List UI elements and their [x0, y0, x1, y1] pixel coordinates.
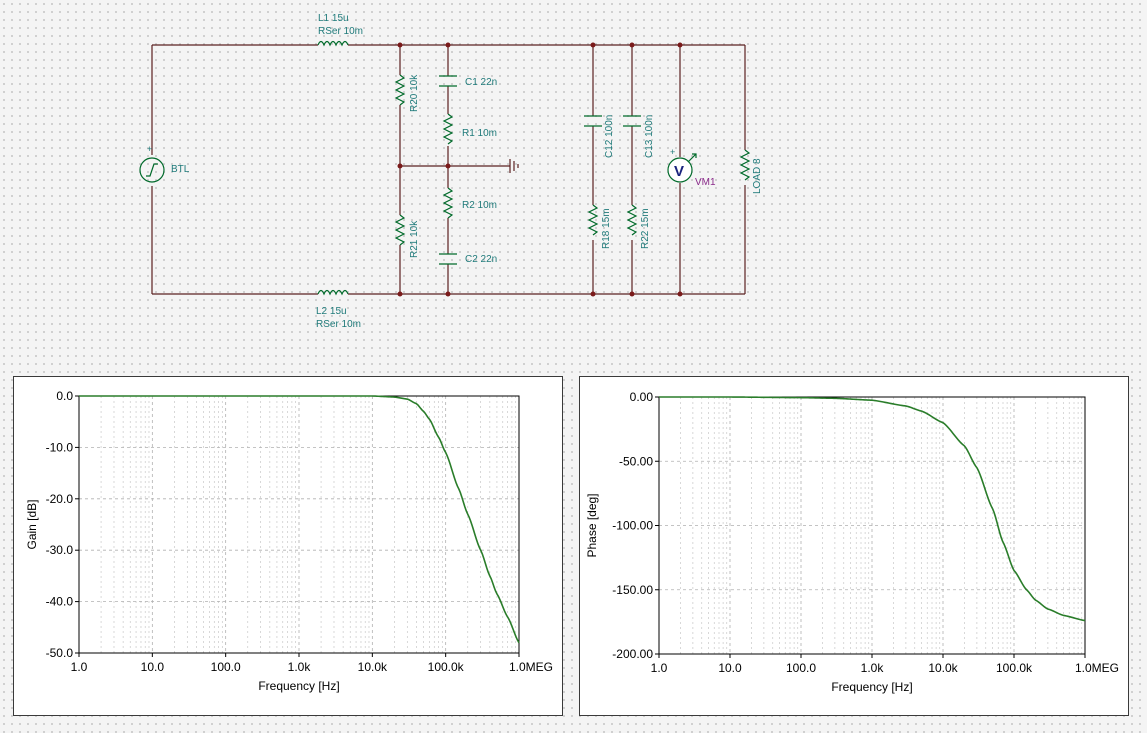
y-tick-label: -100.00: [612, 519, 653, 533]
wires: [151, 44, 746, 295]
gain-plot-panel[interactable]: 0.0 -10.0 -20.0 -30.0 -40.0 -50.0 1.0 10.0 100.0…: [13, 376, 563, 716]
load-label: LOAD 8: [752, 158, 763, 194]
junction-nodes: [397, 42, 683, 297]
capacitor-c12[interactable]: C12 100n: [584, 115, 615, 158]
l1-label: L1 15u: [318, 13, 349, 24]
x-tick-label: 10.0k: [928, 661, 958, 675]
x-tick-label: 1.0: [651, 661, 668, 675]
capacitor-c2[interactable]: C2 22n: [439, 253, 497, 265]
x-tick-label: 100.0: [211, 660, 241, 674]
x-axis-title: Frequency [Hz]: [258, 679, 339, 693]
resistor-load[interactable]: LOAD 8: [739, 149, 763, 194]
x-tick-label: 10.0: [718, 661, 742, 675]
x-tick-label: 100.0k: [996, 661, 1033, 675]
major-gridlines: [78, 395, 520, 654]
x-tick-label: 1.0MEG: [509, 660, 553, 674]
inductor-l2[interactable]: L2 15u RSer 10m: [316, 289, 361, 331]
x-tick-label: 1.0k: [288, 660, 312, 674]
svg-text:+: +: [670, 147, 675, 157]
phase-chart: 0.00 -50.00 -100.00 -150.00 -200.001.0 10.0 10…: [585, 390, 1119, 694]
r21-label: R21 10k: [409, 220, 420, 258]
resistor-r22[interactable]: R22 15m: [626, 204, 651, 249]
capacitor-c13[interactable]: C13 100n: [623, 115, 655, 158]
resistor-r21[interactable]: R21 10k: [394, 214, 420, 258]
voltmeter-symbol: V: [674, 163, 684, 180]
c2-label: C2 22n: [465, 254, 497, 265]
resistor-r18[interactable]: R18 15m: [587, 204, 612, 249]
r20-label: R20 10k: [409, 74, 420, 112]
l2-rser-label: RSer 10m: [316, 319, 361, 330]
y-tick-label: -50.00: [619, 454, 653, 468]
ground-icon: [509, 159, 519, 173]
r18-label: R18 15m: [601, 208, 612, 249]
circuit-schematic[interactable]: L1 15u RSer 10m L2 15u RSer 10m + BTL R2…: [0, 0, 1147, 360]
y-tick-label: -50.0: [46, 646, 74, 660]
resistor-r1[interactable]: R1 10m: [442, 113, 497, 145]
series-curve: [79, 395, 520, 644]
y-tick-label: -10.0: [46, 440, 74, 454]
y-tick-label: -20.0: [46, 492, 74, 506]
series-curve: [659, 396, 1086, 622]
gain-chart: 0.0 -10.0 -20.0 -30.0 -40.0 -50.01.0 10.0 100.0…: [25, 389, 553, 693]
y-tick-label: -40.0: [46, 595, 74, 609]
x-tick-label: 1.0MEG: [1075, 661, 1119, 675]
l1-rser-label: RSer 10m: [318, 26, 363, 37]
y-tick-label: -30.0: [46, 543, 74, 557]
x-axis-title: Frequency [Hz]: [831, 680, 912, 694]
y-tick-label: 0.00: [630, 390, 654, 404]
y-axis-title: Phase [deg]: [585, 493, 599, 557]
signal-source-btl[interactable]: + BTL: [139, 144, 190, 183]
y-tick-label: 0.0: [56, 389, 73, 403]
vm1-label: VM1: [695, 177, 716, 188]
x-tick-label: 100.0k: [428, 660, 465, 674]
x-tick-label: 100.0: [786, 661, 816, 675]
l2-label: L2 15u: [316, 306, 347, 317]
x-tick-label: 10.0k: [358, 660, 388, 674]
r1-label: R1 10m: [462, 128, 497, 139]
y-tick-label: -200.00: [612, 647, 653, 661]
phase-plot-panel[interactable]: 0.00 -50.00 -100.00 -150.00 -200.00 1.0 10.0 10…: [579, 376, 1129, 716]
x-tick-label: 1.0: [71, 660, 88, 674]
voltmeter-vm1[interactable]: V + VM1: [667, 147, 716, 188]
c13-label: C13 100n: [644, 115, 655, 158]
svg-text:+: +: [147, 144, 152, 154]
c12-label: C12 100n: [604, 115, 615, 158]
r2-label: R2 10m: [462, 200, 497, 211]
resistor-r20[interactable]: R20 10k: [394, 74, 420, 112]
c1-label: C1 22n: [465, 77, 497, 88]
x-tick-label: 1.0k: [861, 661, 885, 675]
y-axis-title: Gain [dB]: [25, 499, 39, 549]
minor-gridlines: [100, 396, 516, 653]
r22-label: R22 15m: [640, 208, 651, 249]
resistor-r2[interactable]: R2 10m: [442, 187, 497, 219]
btl-label: BTL: [171, 164, 190, 175]
inductor-l1[interactable]: L1 15u RSer 10m: [317, 13, 363, 47]
major-gridlines: [658, 396, 1086, 655]
y-tick-label: -150.00: [612, 583, 653, 597]
x-tick-label: 10.0: [141, 660, 165, 674]
capacitor-c1[interactable]: C1 22n: [439, 75, 497, 88]
